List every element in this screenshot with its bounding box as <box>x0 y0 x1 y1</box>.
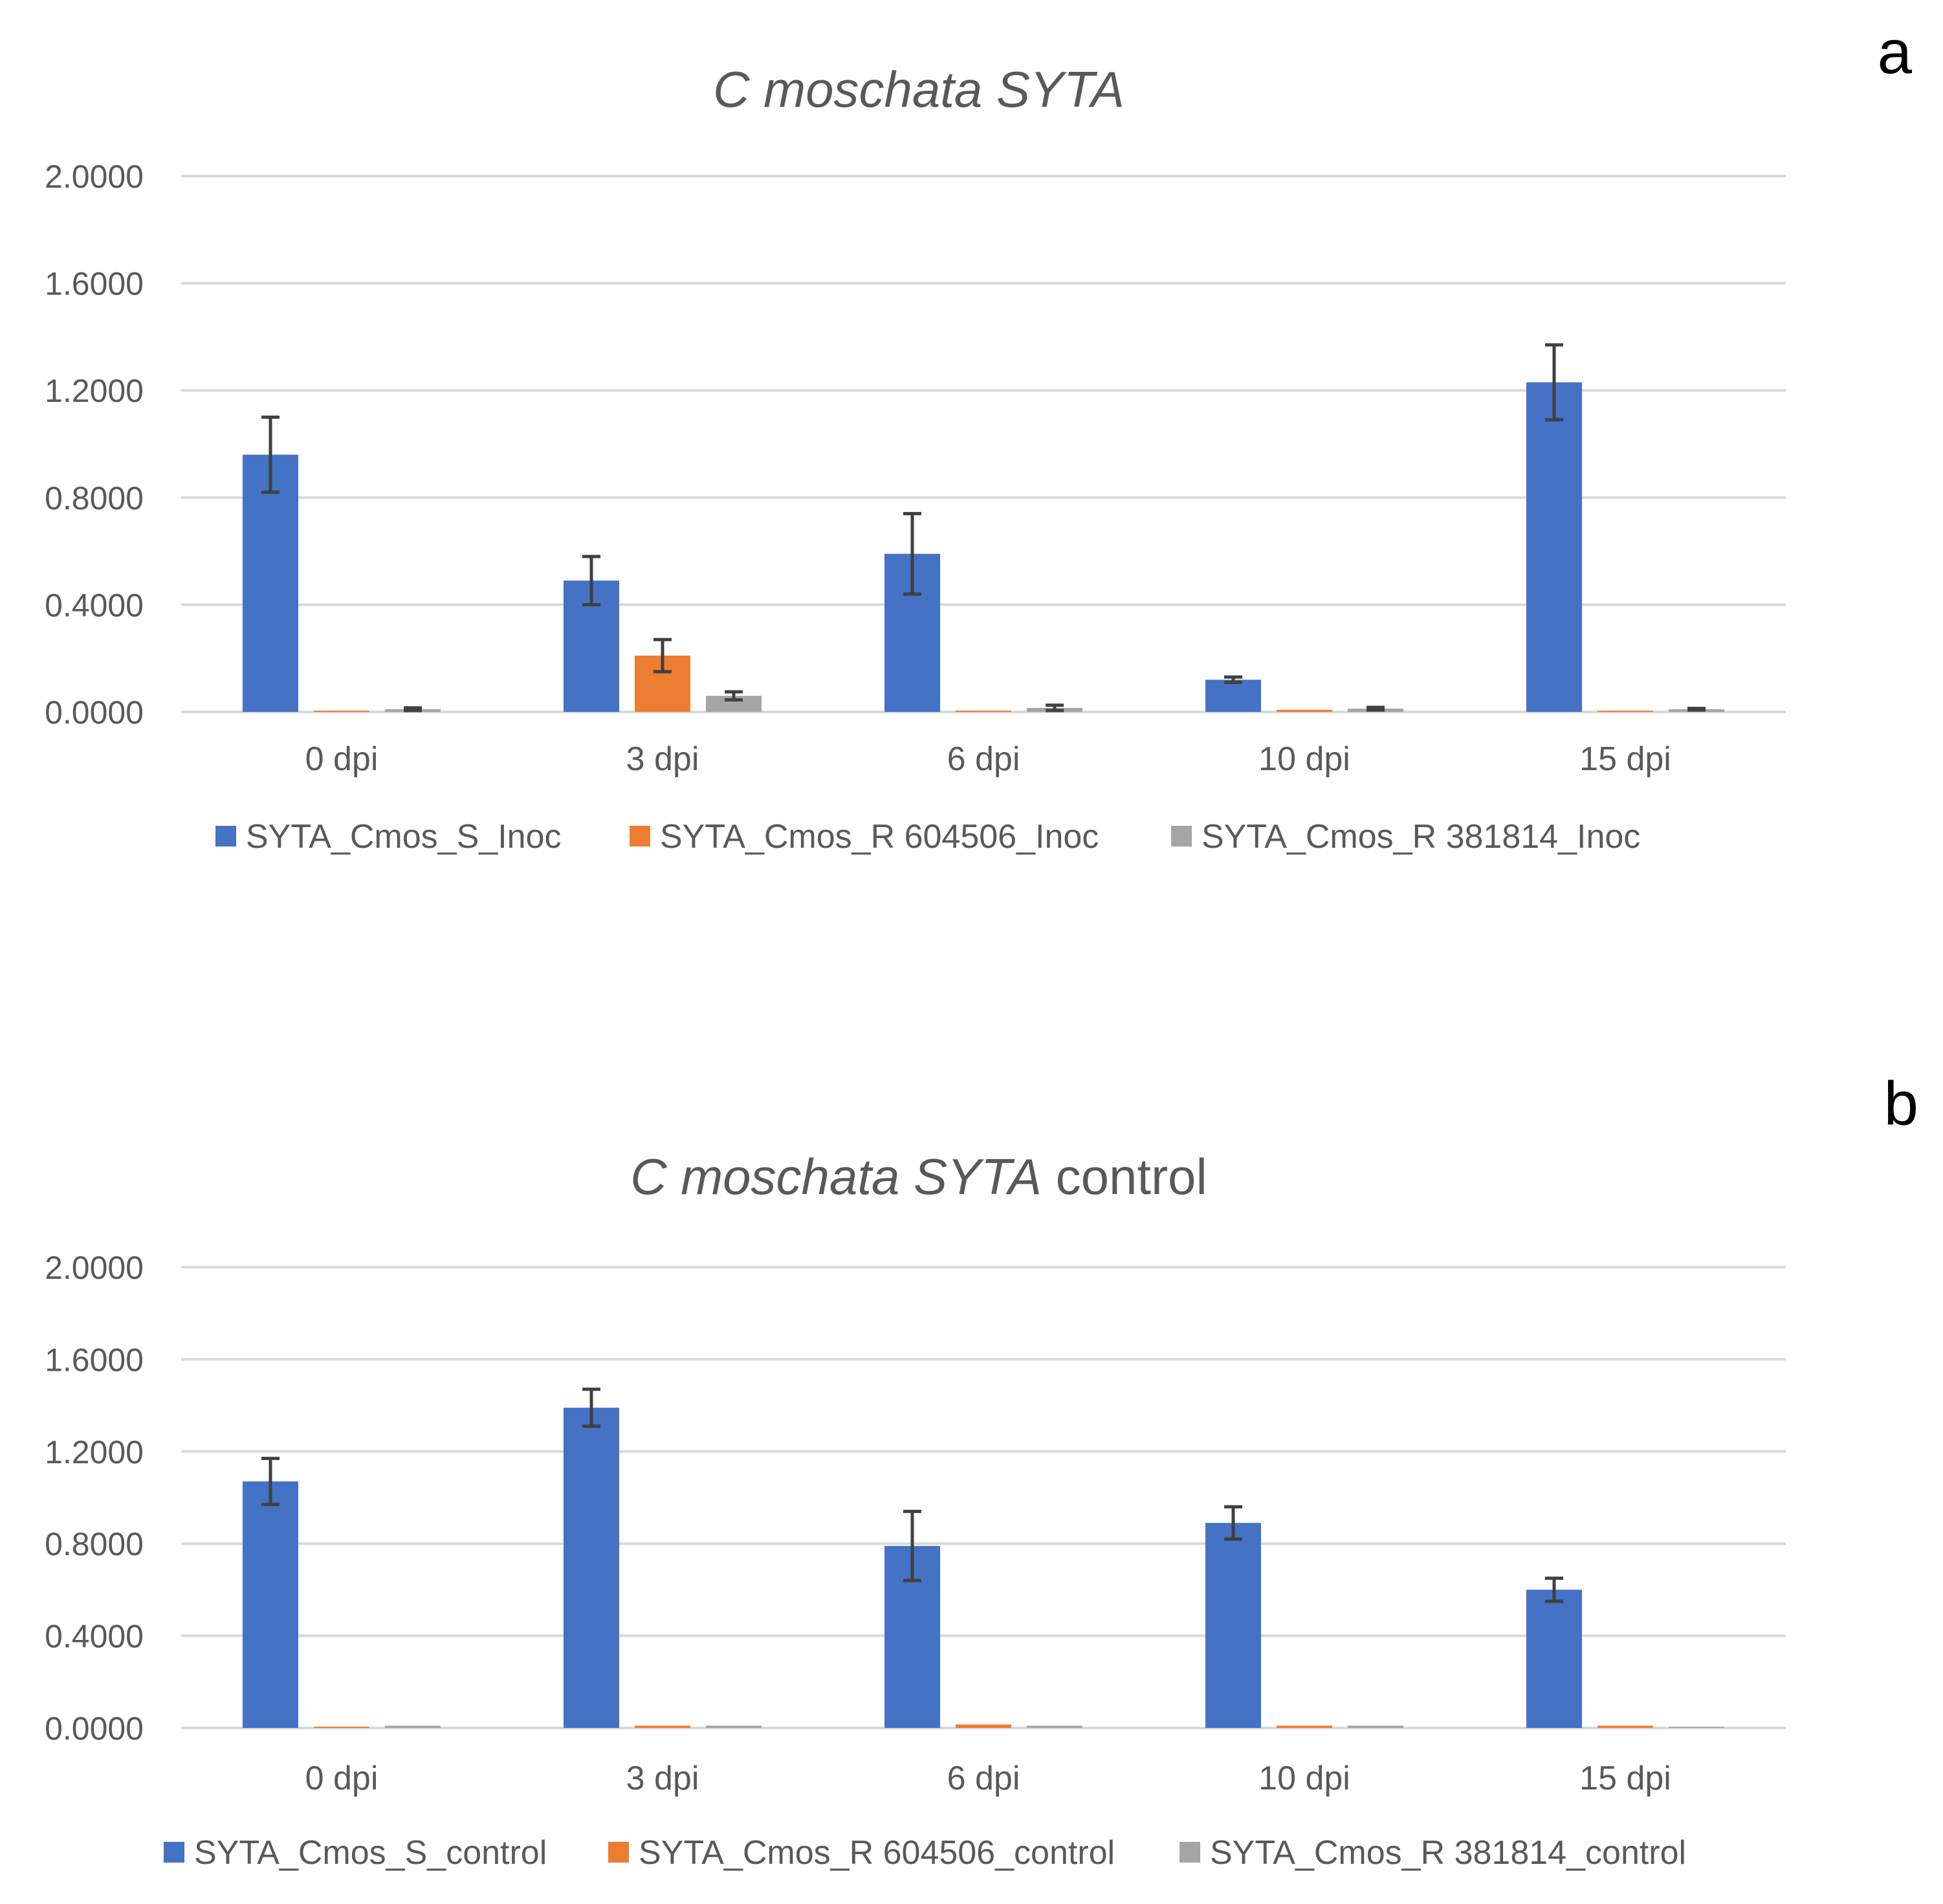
bar <box>635 1725 690 1728</box>
bar <box>1669 1727 1724 1728</box>
bar <box>564 1408 619 1728</box>
y-tick-label: 0.8000 <box>45 480 144 516</box>
y-tick-label: 1.6000 <box>45 1342 144 1378</box>
chart-panel-b: b C moschata SYTA control 0.00000.40000.… <box>45 1069 1918 1872</box>
y-axis-b: 0.0000 0.4000 0.8000 1.2000 1.6000 2.0000 <box>45 1250 144 1747</box>
x-tick-label: 10 dpi <box>1258 740 1350 778</box>
bar <box>956 711 1011 712</box>
chart-title-b-italic: C moschata SYTA <box>630 1148 1042 1205</box>
y-tick-label: 2.0000 <box>45 159 144 195</box>
y-axis-a: 0.0000 0.4000 0.8000 1.2000 1.6000 2.0000 <box>45 159 144 731</box>
bar <box>1277 709 1332 712</box>
y-tick-label: 0.8000 <box>45 1526 144 1562</box>
bar <box>1348 1725 1403 1728</box>
bar <box>956 1724 1011 1728</box>
error-bars-b <box>261 1388 1563 1603</box>
gridlines-b <box>181 1266 1786 1729</box>
chart-title-a-italic: C moschata SYTA <box>713 61 1125 118</box>
y-tick-label: 0.0000 <box>45 1710 144 1747</box>
bar <box>706 1725 762 1728</box>
y-tick-label: 2.0000 <box>45 1250 144 1286</box>
panel-label-a: a <box>1878 17 1913 87</box>
bar <box>1205 680 1261 712</box>
bar <box>243 1481 298 1728</box>
y-tick-label: 0.0000 <box>45 694 144 731</box>
bar <box>1597 711 1653 712</box>
x-tick-label: 3 dpi <box>626 740 699 778</box>
x-tick-label: 6 dpi <box>947 740 1020 778</box>
error-bars-a <box>261 343 1706 713</box>
chart-title-b-plain: control <box>1042 1148 1207 1205</box>
legend-label: SYTA_Cmos_R 604506_Inoc <box>660 818 1099 856</box>
bars-b <box>243 1408 1724 1728</box>
y-tick-label: 0.4000 <box>45 587 144 623</box>
legend-label: SYTA_Cmos_R 381814_Inoc <box>1202 818 1640 856</box>
legend-label: SYTA_Cmos_S_Inoc <box>246 818 561 856</box>
bar <box>243 454 298 712</box>
bar <box>1205 1523 1261 1728</box>
x-tick-label: 0 dpi <box>305 740 379 778</box>
chart-panel-a: a C moschata SYTA 0.0000 0.4000 0.8000 1.20… <box>45 17 1913 856</box>
legend-swatch <box>1171 826 1192 847</box>
legend-a: SYTA_Cmos_S_Inoc SYTA_Cmos_R 604506_Inoc S… <box>215 818 1640 856</box>
bar <box>1526 1589 1582 1728</box>
bars-a <box>243 382 1724 712</box>
legend-swatch <box>1180 1842 1200 1863</box>
x-tick-label: 10 dpi <box>1258 1760 1350 1797</box>
bar <box>1526 382 1582 712</box>
bar <box>1277 1725 1332 1728</box>
bar <box>385 1725 441 1728</box>
legend-label: SYTA_Cmos_S_control <box>194 1834 547 1872</box>
x-tick-label: 15 dpi <box>1579 740 1671 778</box>
y-tick-label: 1.2000 <box>45 1434 144 1470</box>
chart-title-b: C moschata SYTA control <box>630 1148 1207 1205</box>
legend-swatch <box>164 1842 184 1863</box>
legend-label: SYTA_Cmos_R 381814_control <box>1210 1834 1686 1872</box>
bar <box>314 1727 369 1728</box>
legend-label: SYTA_Cmos_R 604506_control <box>639 1834 1115 1872</box>
x-tick-label: 6 dpi <box>947 1760 1020 1797</box>
legend-swatch <box>215 826 236 847</box>
x-tick-label: 15 dpi <box>1579 1760 1671 1797</box>
x-axis-b: 0 dpi 3 dpi 6 dpi 10 dpi 15 dpi <box>305 1760 1671 1797</box>
y-tick-label: 1.6000 <box>45 266 144 302</box>
panel-label-b: b <box>1884 1069 1918 1138</box>
legend-swatch <box>608 1842 629 1863</box>
y-tick-label: 1.2000 <box>45 373 144 409</box>
x-tick-label: 0 dpi <box>305 1760 379 1797</box>
y-tick-label: 0.4000 <box>45 1619 144 1655</box>
legend-b: SYTA_Cmos_S_control SYTA_Cmos_R 604506_co… <box>164 1834 1686 1872</box>
x-tick-label: 3 dpi <box>626 1760 699 1797</box>
gridlines-a <box>181 175 1786 713</box>
bar <box>1027 1725 1082 1728</box>
x-axis-a: 0 dpi 3 dpi 6 dpi 10 dpi 15 dpi <box>305 740 1671 778</box>
bar <box>1597 1725 1653 1728</box>
chart-title-a: C moschata SYTA <box>713 61 1125 118</box>
bar <box>314 711 369 712</box>
legend-swatch <box>630 826 650 847</box>
